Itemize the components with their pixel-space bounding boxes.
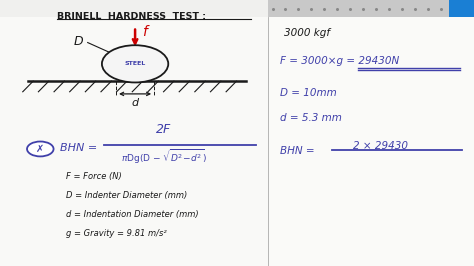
Text: d = 5.3 mm: d = 5.3 mm <box>280 113 342 123</box>
Text: BRINELL  HARDNESS  TEST :: BRINELL HARDNESS TEST : <box>57 12 206 21</box>
Text: D = Indenter Diameter (mm): D = Indenter Diameter (mm) <box>66 191 188 200</box>
Text: BHN =: BHN = <box>60 143 98 153</box>
Circle shape <box>102 45 168 82</box>
Text: 2F: 2F <box>156 123 171 136</box>
Text: $\pi$Dg(D $-$ $\sqrt{D^2\!-\!d^2}$): $\pi$Dg(D $-$ $\sqrt{D^2\!-\!d^2}$) <box>121 148 206 166</box>
Text: D: D <box>73 35 83 48</box>
Text: d = Indentation Diameter (mm): d = Indentation Diameter (mm) <box>66 210 199 219</box>
Text: BHN =: BHN = <box>280 146 314 156</box>
Circle shape <box>27 142 54 156</box>
Text: F = Force (N): F = Force (N) <box>66 172 122 181</box>
Text: d: d <box>131 98 138 108</box>
Text: F = 3000×g = 29430N: F = 3000×g = 29430N <box>280 56 399 66</box>
Text: 3000 kgf: 3000 kgf <box>284 28 330 38</box>
Text: ✗: ✗ <box>36 144 45 154</box>
Text: f: f <box>142 25 147 39</box>
Bar <box>449 0 474 17</box>
Bar <box>268 17 474 266</box>
Text: STEEL: STEEL <box>125 61 146 66</box>
Bar <box>0 17 268 266</box>
Text: D = 10mm: D = 10mm <box>280 88 337 98</box>
Bar <box>268 0 474 17</box>
Text: 2 × 29430: 2 × 29430 <box>353 141 408 151</box>
Text: g = Gravity = 9.81 m/s²: g = Gravity = 9.81 m/s² <box>66 229 167 238</box>
